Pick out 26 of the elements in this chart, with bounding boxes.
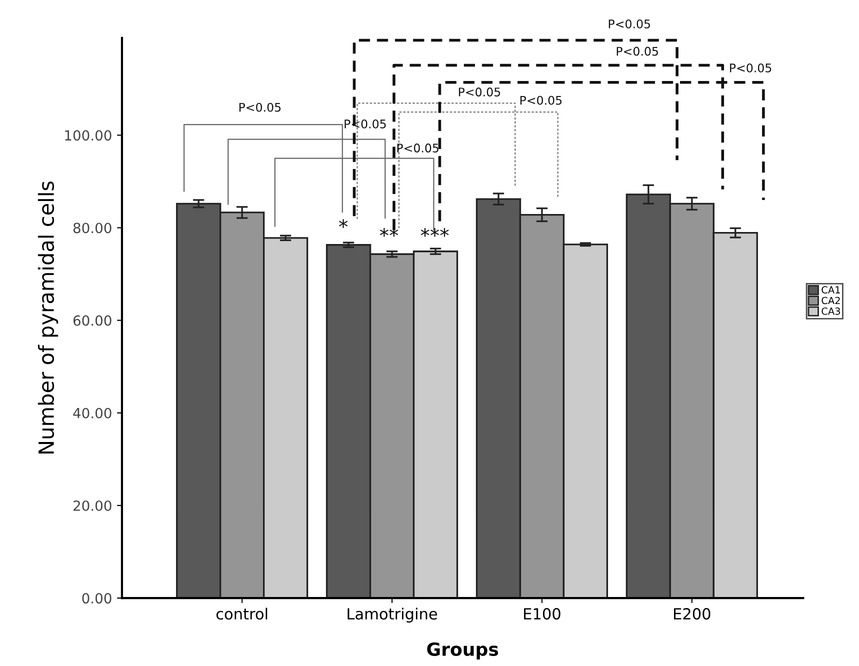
x-tick-label: E200 [674,608,710,620]
x-tick-label: control [216,608,268,620]
legend-label: CA1 [822,286,840,294]
y-tick-label: 100.00 [65,130,112,141]
annotation: P<0.05 [730,63,772,72]
annotation: *** [420,228,449,237]
y-tick-label: 20.00 [74,500,112,511]
annotation: P<0.05 [344,119,386,128]
annotation: P<0.05 [239,102,281,112]
x-tick-label: Lamotrigine [348,608,438,623]
annotation: P<0.05 [397,144,438,152]
y-tick-label: 40.00 [73,408,112,418]
annotation: * [339,219,348,228]
y-tick-label: 0.00 [82,593,112,604]
y-axis-title: Number of pyramidal cells [38,181,58,454]
annotation: P<0.05 [458,88,500,96]
annotation: P<0.05 [520,96,562,105]
legend-label: CA2 [822,296,840,304]
text: P<0.05 [608,19,650,28]
annotation: ** [380,228,398,237]
y-tick-label: 80.00 [73,222,112,234]
legend-label: CA3 [822,308,840,315]
x-axis-title: Groups [427,642,498,660]
y-tick-label: 60.00 [73,315,112,326]
x-tick-label: E100 [524,608,560,620]
annotation: P<0.05 [616,46,658,56]
